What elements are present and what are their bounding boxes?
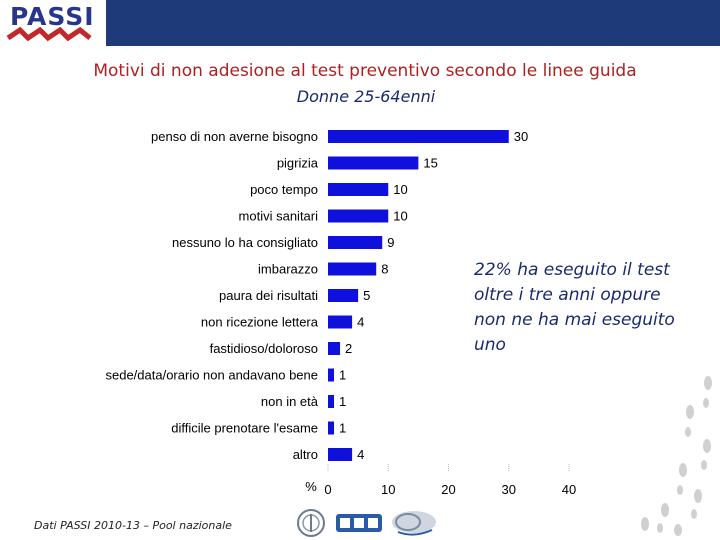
bar xyxy=(328,368,335,382)
x-tick-label: 20 xyxy=(441,482,455,497)
bar xyxy=(328,448,353,461)
bar xyxy=(328,262,377,276)
x-axis-label: % xyxy=(305,479,317,494)
source-note: Dati PASSI 2010-13 – Pool nazionale xyxy=(34,519,232,532)
value-label: 15 xyxy=(423,156,437,171)
x-tick-label: 0 xyxy=(324,482,331,497)
category-label: nessuno lo ha consigliato xyxy=(172,235,318,250)
category-label: sede/data/orario non andavano bene xyxy=(105,368,318,383)
value-label: 8 xyxy=(381,262,388,277)
logo-text: PASSI xyxy=(10,2,95,31)
value-label: 2 xyxy=(345,341,352,356)
cnesps-logo-icon xyxy=(392,511,436,536)
bar xyxy=(328,421,335,435)
category-label: difficile prenotare l'esame xyxy=(171,421,318,436)
partner-logos xyxy=(297,509,436,537)
bar xyxy=(328,342,341,355)
annotation-text: 22% ha eseguito il test oltre i tre anni… xyxy=(474,260,675,355)
page-title: Motivi di non adesione al test preventiv… xyxy=(93,61,637,81)
category-label: non in età xyxy=(261,394,319,409)
bar xyxy=(328,236,383,249)
ccm-logo-icon xyxy=(336,514,382,532)
category-label: penso di non averne bisogno xyxy=(151,129,318,144)
bar xyxy=(328,130,509,143)
category-label: altro xyxy=(293,447,318,462)
category-label: motivi sanitari xyxy=(239,209,319,224)
x-tick-label: 30 xyxy=(502,482,516,497)
passi-logo: PASSI xyxy=(0,0,106,46)
value-label: 1 xyxy=(339,394,346,409)
x-tick-label: 40 xyxy=(562,482,576,497)
category-label: fastidioso/doloroso xyxy=(210,341,318,356)
bar xyxy=(328,209,389,223)
category-label: poco tempo xyxy=(250,182,318,197)
value-label: 9 xyxy=(387,235,394,250)
x-tick-label: 10 xyxy=(381,482,395,497)
value-label: 10 xyxy=(393,182,407,197)
value-label: 1 xyxy=(339,421,346,436)
footprints-logo-icon xyxy=(6,26,92,42)
value-label: 4 xyxy=(357,447,364,462)
category-label: pigrizia xyxy=(277,156,319,171)
value-label: 5 xyxy=(363,288,370,303)
value-label: 30 xyxy=(514,129,528,144)
category-label: non ricezione lettera xyxy=(201,315,319,330)
bar xyxy=(328,156,419,170)
header-band xyxy=(0,0,720,46)
page-subtitle: Donne 25-64enni xyxy=(296,87,436,106)
bar xyxy=(328,289,359,302)
seal-logo-icon xyxy=(297,509,325,537)
bar xyxy=(328,395,335,408)
bar xyxy=(328,315,353,329)
category-label: paura dei risultati xyxy=(219,288,318,303)
category-label: imbarazzo xyxy=(258,262,318,277)
value-label: 4 xyxy=(357,315,364,330)
value-label: 1 xyxy=(339,368,346,383)
bar xyxy=(328,183,389,196)
value-label: 10 xyxy=(393,209,407,224)
